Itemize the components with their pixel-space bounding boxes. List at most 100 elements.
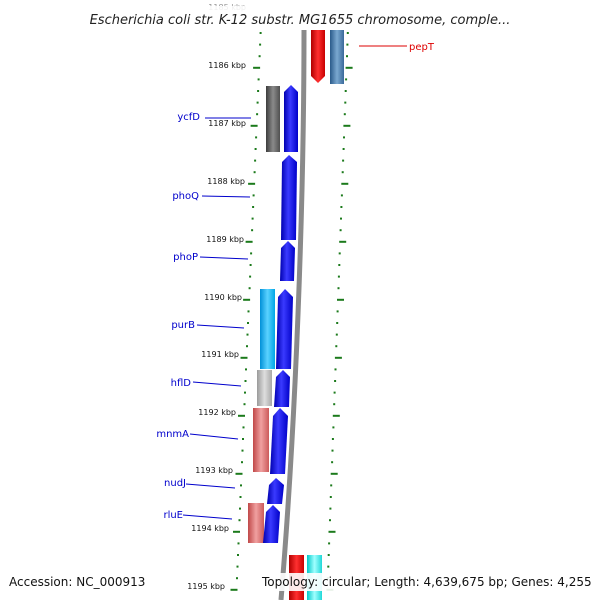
minor-tick: [246, 345, 248, 348]
gene-purB-arrow: [276, 289, 293, 369]
minor-tick: [331, 449, 334, 452]
kbp-label-1194: 1194 kbp: [191, 524, 229, 533]
gene-label-ycfD: ycfD: [177, 112, 200, 123]
minor-tick: [336, 310, 339, 313]
minor-tick: [329, 496, 332, 498]
minor-tick: [344, 101, 347, 104]
minor-tick: [244, 380, 247, 382]
minor-tick: [327, 554, 330, 556]
minor-tick: [340, 206, 343, 208]
kbp-label-1193: 1193 kbp: [195, 466, 233, 475]
minor-tick: [250, 252, 253, 255]
minor-tick: [332, 426, 335, 429]
minor-tick: [343, 136, 345, 139]
minor-tick: [334, 380, 337, 382]
gene-label-hflD: hflD: [171, 378, 192, 389]
gene-rluE-arrow: [263, 505, 280, 543]
minor-tick: [243, 403, 246, 406]
major-tick: [238, 414, 245, 417]
footer-topology: Topology: circular; Length: 4,639,675 bp…: [261, 575, 592, 589]
kbp-label-1191: 1191 kbp: [201, 350, 239, 359]
major-tick: [253, 66, 261, 69]
gene-label-phoQ: phoQ: [172, 191, 199, 202]
major-tick: [345, 66, 353, 69]
minor-tick: [257, 90, 260, 92]
gene-hflD-box: [257, 370, 272, 406]
major-tick: [337, 298, 344, 301]
minor-tick: [256, 113, 259, 116]
minor-tick: [338, 264, 341, 266]
minor-tick: [346, 32, 349, 34]
minor-tick: [256, 101, 259, 104]
minor-tick: [236, 577, 238, 580]
gene-ycfD-box: [266, 86, 280, 152]
minor-tick: [327, 565, 330, 568]
major-tick: [250, 124, 258, 127]
minor-tick: [244, 391, 246, 394]
minor-tick: [346, 43, 349, 46]
major-tick: [245, 240, 253, 243]
kbp-labels: 1185 kbp 1186 kbp 1187 kbp 1188 kbp 1189…: [187, 3, 246, 591]
gene-ycfD-arrow: [284, 85, 298, 152]
minor-tick: [337, 275, 340, 278]
minor-tick: [253, 171, 256, 174]
gene-labels: ycfD phoQ phoP purB hflD mnmA nudJ rluE …: [156, 42, 435, 521]
kbp-label-1189: 1189 kbp: [206, 235, 244, 244]
minor-tick: [241, 461, 243, 464]
major-tick: [343, 124, 351, 127]
minor-tick: [239, 507, 241, 510]
minor-tick: [249, 275, 252, 278]
minor-tick: [240, 484, 242, 487]
minor-tick: [346, 55, 348, 58]
gene-mnmA-arrow: [270, 408, 288, 474]
minor-tick: [340, 217, 342, 220]
title-backing: [60, 6, 540, 30]
minor-tick: [254, 159, 257, 162]
major-tick: [243, 298, 251, 301]
gene-label-pepT: pepT: [409, 42, 435, 53]
minor-tick: [239, 496, 242, 498]
minor-tick: [241, 449, 244, 452]
minor-tick: [335, 345, 338, 348]
major-tick: [240, 356, 248, 359]
minor-tick: [249, 264, 252, 266]
minor-tick: [328, 542, 331, 545]
footer-accession-backing: [6, 573, 146, 591]
major-tick: [341, 182, 349, 185]
major-tick: [334, 356, 342, 359]
gene-label-rluE: rluE: [163, 510, 183, 521]
minor-tick: [247, 322, 249, 324]
major-tick: [233, 530, 240, 533]
gene-mnmA-box: [253, 408, 269, 472]
minor-tick: [345, 78, 348, 81]
gene-hflD-arrow: [274, 370, 290, 407]
gene-label-purB: purB: [171, 320, 195, 331]
kbp-label-1192: 1192 kbp: [198, 408, 236, 417]
minor-tick: [340, 194, 343, 197]
kbp-label-1190: 1190 kbp: [204, 293, 242, 302]
minor-tick: [337, 287, 340, 290]
minor-tick: [329, 507, 332, 510]
kbp-label-1187: 1187 kbp: [208, 119, 246, 128]
gene-label-nudJ: nudJ: [164, 478, 186, 489]
minor-tick: [238, 519, 241, 522]
gene-nudJ-arrow: [267, 478, 284, 504]
major-tick: [330, 472, 338, 475]
minor-tick: [342, 148, 345, 150]
minor-tick: [259, 43, 262, 46]
major-tick: [328, 530, 336, 533]
major-tick: [230, 588, 238, 591]
kbp-label-1188: 1188 kbp: [207, 177, 245, 186]
major-tick: [248, 182, 256, 185]
minor-tick: [254, 148, 257, 150]
minor-tick: [333, 403, 336, 406]
minor-tick: [257, 78, 260, 81]
minor-tick: [329, 519, 331, 522]
gene-rluE-box: [248, 503, 264, 543]
minor-tick: [247, 310, 250, 313]
major-tick: [339, 240, 347, 243]
kbp-label-1195: 1195 kbp: [187, 582, 225, 591]
minor-tick: [258, 55, 261, 58]
minor-tick: [339, 229, 342, 232]
